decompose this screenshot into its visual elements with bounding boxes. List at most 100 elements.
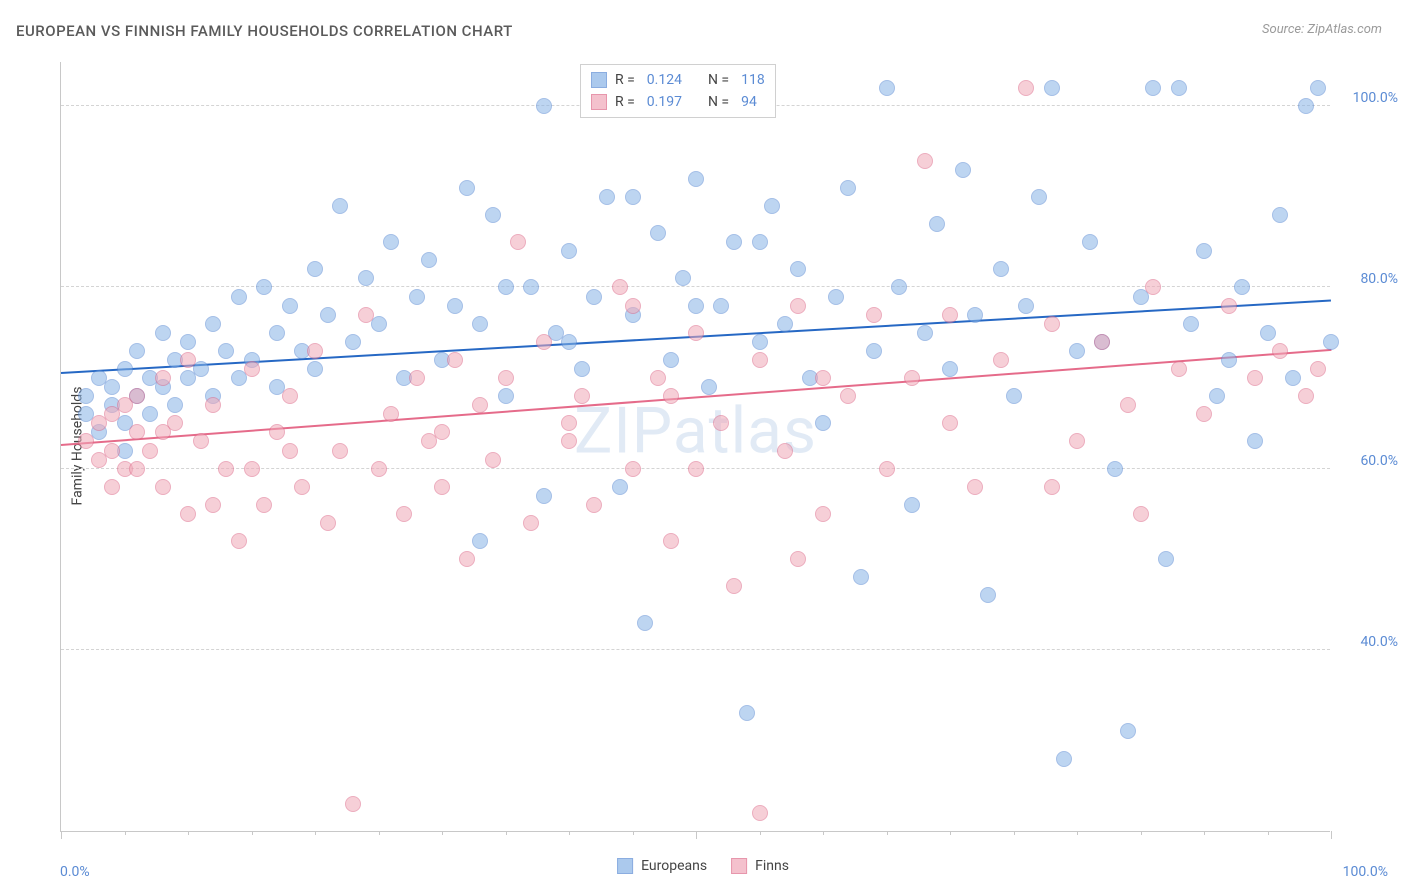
data-point-europeans <box>752 234 768 250</box>
y-tick-label: 40.0% <box>1360 634 1398 650</box>
data-point-europeans <box>498 388 514 404</box>
data-point-europeans <box>599 189 615 205</box>
data-point-finns <box>815 506 831 522</box>
data-point-finns <box>777 443 793 459</box>
x-tick-minor <box>1014 831 1015 835</box>
data-point-europeans <box>117 361 133 377</box>
x-tick-minor <box>125 831 126 835</box>
y-tick-label: 60.0% <box>1360 453 1398 469</box>
data-point-finns <box>726 578 742 594</box>
data-point-europeans <box>713 298 729 314</box>
data-point-finns <box>142 443 158 459</box>
data-point-finns <box>180 506 196 522</box>
data-point-europeans <box>498 279 514 295</box>
x-tick-minor <box>823 831 824 835</box>
data-point-europeans <box>879 80 895 96</box>
data-point-europeans <box>307 361 323 377</box>
data-point-finns <box>205 497 221 513</box>
x-tick-minor <box>379 831 380 835</box>
data-point-europeans <box>586 289 602 305</box>
data-point-europeans <box>345 334 361 350</box>
data-point-europeans <box>485 207 501 223</box>
data-point-europeans <box>218 343 234 359</box>
x-tick-minor <box>188 831 189 835</box>
data-point-europeans <box>967 307 983 323</box>
x-tick-major <box>61 831 62 839</box>
data-point-europeans <box>1234 279 1250 295</box>
data-point-finns <box>1018 80 1034 96</box>
data-point-finns <box>713 415 729 431</box>
data-point-europeans <box>993 261 1009 277</box>
data-point-finns <box>282 443 298 459</box>
gridline <box>61 649 1330 650</box>
data-point-finns <box>218 461 234 477</box>
data-point-europeans <box>78 388 94 404</box>
europeans-r-value: 0.124 <box>647 69 682 91</box>
legend-stats: R = 0.124 N = 118 R = 0.197 N = 94 <box>580 64 776 118</box>
legend-series: Europeans Finns <box>617 858 789 874</box>
data-point-finns <box>320 515 336 531</box>
data-point-europeans <box>447 298 463 314</box>
data-point-europeans <box>1209 388 1225 404</box>
data-point-europeans <box>421 252 437 268</box>
data-point-europeans <box>1183 316 1199 332</box>
data-point-europeans <box>307 261 323 277</box>
data-point-finns <box>688 325 704 341</box>
x-tick-minor <box>1141 831 1142 835</box>
data-point-europeans <box>104 379 120 395</box>
legend-row-europeans: R = 0.124 N = 118 <box>591 69 765 91</box>
data-point-europeans <box>612 479 628 495</box>
data-point-finns <box>244 461 260 477</box>
data-point-europeans <box>688 298 704 314</box>
data-point-europeans <box>155 325 171 341</box>
data-point-europeans <box>320 307 336 323</box>
y-tick-label: 80.0% <box>1360 271 1398 287</box>
data-point-finns <box>688 461 704 477</box>
data-point-europeans <box>1171 80 1187 96</box>
data-point-europeans <box>129 343 145 359</box>
data-point-finns <box>1120 397 1136 413</box>
data-point-europeans <box>942 361 958 377</box>
data-point-europeans <box>752 334 768 350</box>
data-point-finns <box>1145 279 1161 295</box>
data-point-europeans <box>663 352 679 368</box>
data-point-finns <box>358 307 374 323</box>
data-point-finns <box>650 370 666 386</box>
data-point-europeans <box>459 180 475 196</box>
data-point-finns <box>879 461 895 477</box>
data-point-finns <box>815 370 831 386</box>
data-point-europeans <box>1260 325 1276 341</box>
europeans-n-value: 118 <box>741 69 765 91</box>
chart-container: EUROPEAN VS FINNISH FAMILY HOUSEHOLDS CO… <box>0 0 1406 892</box>
data-point-finns <box>294 479 310 495</box>
data-point-finns <box>1171 361 1187 377</box>
data-point-europeans <box>1247 433 1263 449</box>
data-point-europeans <box>472 316 488 332</box>
data-point-europeans <box>205 316 221 332</box>
data-point-finns <box>625 461 641 477</box>
n-label-2: N = <box>708 91 729 113</box>
data-point-finns <box>1221 298 1237 314</box>
data-point-europeans <box>625 189 641 205</box>
data-point-europeans <box>1006 388 1022 404</box>
data-point-finns <box>396 506 412 522</box>
data-point-europeans <box>1056 751 1072 767</box>
data-point-europeans <box>688 171 704 187</box>
data-point-europeans <box>790 261 806 277</box>
data-point-europeans <box>409 289 425 305</box>
data-point-finns <box>790 298 806 314</box>
data-point-finns <box>1272 343 1288 359</box>
data-point-finns <box>561 415 577 431</box>
data-point-europeans <box>1158 551 1174 567</box>
data-point-finns <box>612 279 628 295</box>
x-tick-minor <box>633 831 634 835</box>
data-point-europeans <box>536 98 552 114</box>
data-point-finns <box>993 352 1009 368</box>
x-tick-minor <box>887 831 888 835</box>
x-tick-minor <box>1077 831 1078 835</box>
data-point-finns <box>282 388 298 404</box>
data-point-finns <box>1247 370 1263 386</box>
x-tick-minor <box>1204 831 1205 835</box>
data-point-finns <box>942 415 958 431</box>
data-point-finns <box>180 352 196 368</box>
